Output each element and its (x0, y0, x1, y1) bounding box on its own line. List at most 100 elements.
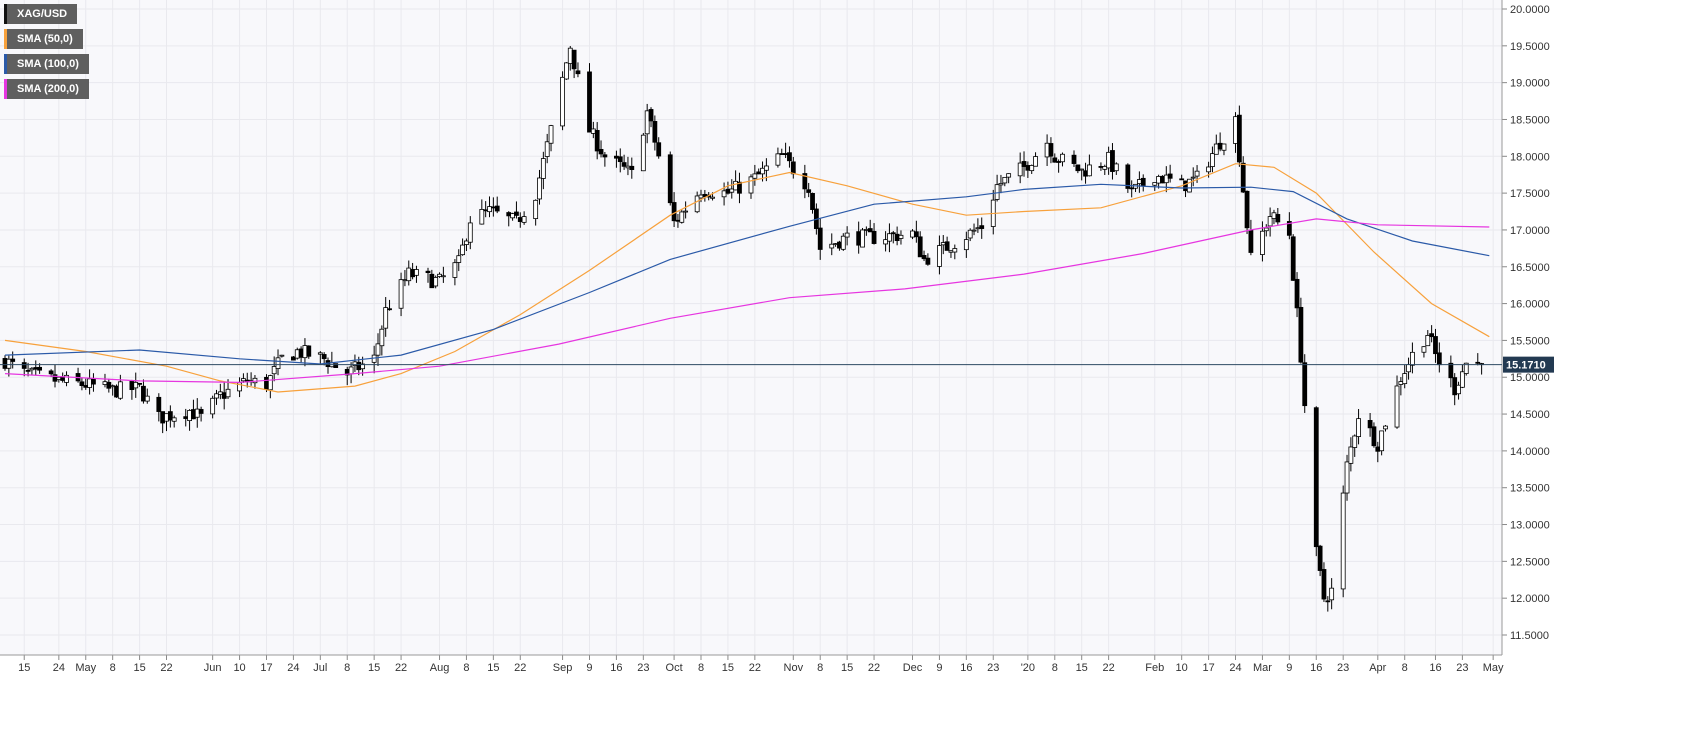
candle-body (306, 345, 312, 357)
candle-body (1167, 173, 1173, 179)
x-tick-label: Dec (903, 662, 923, 674)
candle-body (1379, 430, 1385, 452)
legend-item-sma50[interactable]: SMA (50,0) (4, 29, 83, 49)
candle-body (856, 231, 862, 246)
x-tick-label: Nov (784, 662, 804, 674)
candle-body (963, 239, 969, 251)
legend-swatch (4, 79, 7, 99)
candle-body (106, 381, 112, 389)
candle-body (56, 376, 62, 380)
candle-body (1348, 446, 1354, 464)
candle-body (64, 374, 69, 383)
candle-body (775, 153, 781, 166)
candle-body (1267, 216, 1273, 227)
candle-body (1263, 227, 1269, 232)
x-tick-label: Sep (553, 662, 573, 674)
candle-body (867, 228, 873, 233)
candle-body (194, 408, 200, 418)
candle-body (540, 158, 546, 179)
candle-body (187, 410, 192, 422)
candle-body (129, 381, 135, 391)
legend-label: SMA (200,0) (17, 83, 79, 95)
candle-body (1052, 157, 1058, 163)
candle-body (1160, 175, 1165, 184)
legend-swatch (4, 4, 7, 24)
candle-body (79, 381, 85, 387)
x-tick-label: 8 (110, 662, 116, 674)
candle-body (1286, 221, 1292, 236)
candle-body (1152, 182, 1158, 186)
candle-body (1394, 385, 1400, 428)
candle-body (144, 395, 150, 402)
x-tick-label: 15 (1076, 662, 1088, 674)
candle-body (214, 393, 219, 399)
candle-body (1463, 362, 1469, 374)
candle-body (383, 307, 389, 329)
x-tick-label: 8 (817, 662, 823, 674)
candle-body (1452, 377, 1458, 396)
candle-body (406, 267, 412, 282)
candle-body (921, 255, 927, 260)
candle-body (483, 209, 489, 212)
x-tick-label: Aug (430, 662, 450, 674)
candle-body (167, 411, 173, 421)
x-tick-label: 22 (749, 662, 761, 674)
legend-item-sma200[interactable]: SMA (200,0) (4, 79, 89, 99)
x-tick-label: Oct (666, 662, 683, 674)
candle-body (564, 62, 569, 80)
candle-body (490, 206, 496, 209)
candle-body (271, 366, 277, 375)
candle-body (1294, 278, 1300, 309)
candle-body (671, 202, 677, 222)
x-tick-label: 15 (368, 662, 380, 674)
candle-body (1302, 362, 1308, 407)
candle-body (1002, 176, 1008, 184)
candle-body (440, 275, 446, 278)
sma-line-2000 (4, 218, 1490, 384)
candle-body (844, 232, 850, 238)
candle-body (1398, 381, 1404, 385)
candle-body (913, 231, 919, 238)
candle-body (860, 229, 865, 248)
candle-body (375, 343, 381, 356)
candle-body (48, 370, 54, 375)
candle-body (221, 392, 227, 399)
candle-body (1325, 600, 1331, 603)
candle-body (1329, 587, 1335, 601)
legend-label: XAG/USD (17, 8, 68, 20)
candle-body (1210, 153, 1215, 167)
y-tick-label: 11.5000 (1510, 630, 1549, 642)
candle-body (1344, 461, 1350, 494)
x-tick-label: 22 (514, 662, 526, 674)
candle-body (698, 194, 704, 199)
y-tick-label: 18.0000 (1510, 151, 1550, 163)
candle-body (210, 397, 216, 415)
candle-body (710, 196, 715, 199)
candle-body (1029, 165, 1035, 172)
candle-body (644, 110, 650, 135)
last-price-label: 15.1710 (1506, 360, 1546, 372)
candle-body (944, 241, 950, 251)
legend-item-sma100[interactable]: SMA (100,0) (4, 54, 89, 74)
candle-body (317, 352, 323, 355)
legend-item-xagusd[interactable]: XAG/USD (4, 4, 78, 24)
legend-label: SMA (50,0) (17, 33, 73, 45)
y-tick-label: 14.5000 (1510, 409, 1550, 421)
candle-body (33, 367, 39, 370)
candle-body (887, 233, 892, 242)
candle-body (1086, 164, 1092, 177)
candle-body (402, 279, 408, 282)
candle-body (648, 109, 654, 122)
candle-body (1136, 179, 1142, 185)
y-tick-label: 20.0000 (1510, 4, 1550, 16)
candle-body (817, 227, 823, 250)
candle-body (1356, 418, 1361, 437)
candle-body (756, 171, 762, 175)
candle-body (225, 388, 231, 398)
candle-body (171, 417, 177, 422)
candle-body (721, 190, 727, 198)
candle-body (1448, 362, 1454, 379)
y-tick-label: 19.5000 (1510, 41, 1550, 53)
x-tick-label: 8 (344, 662, 350, 674)
